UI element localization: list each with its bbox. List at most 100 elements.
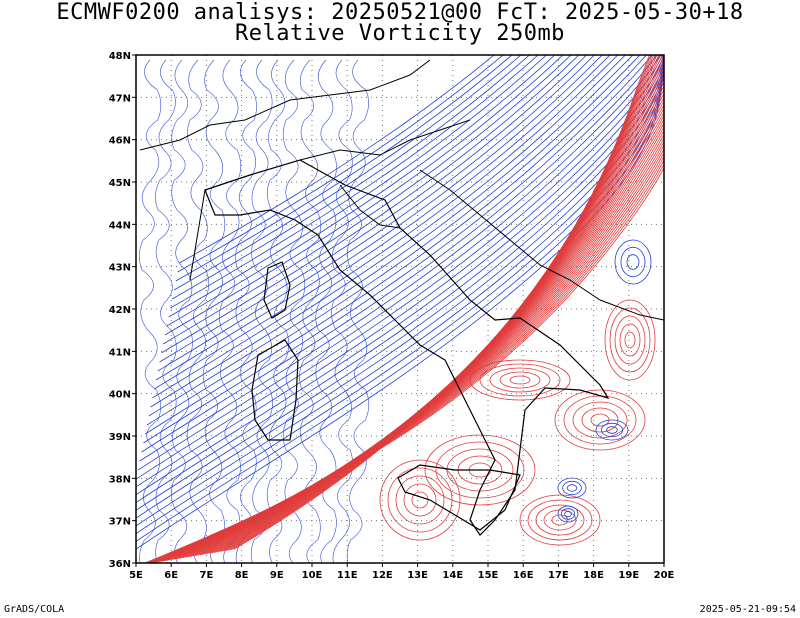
negative-vorticity-contour xyxy=(299,59,322,563)
negative-vorticity-contour xyxy=(595,419,629,441)
positive-vorticity-contour xyxy=(581,407,619,433)
positive-vorticity-contour xyxy=(469,359,571,401)
coastline xyxy=(204,159,610,536)
positive-vorticity-contour xyxy=(379,459,461,541)
lon-label: 14E xyxy=(442,570,463,581)
positive-vorticity-contour xyxy=(216,55,662,553)
negative-vorticity-contour xyxy=(152,55,619,399)
positive-vorticity-contour xyxy=(221,55,658,552)
positive-vorticity-contour xyxy=(411,491,429,509)
vorticity-contours xyxy=(136,55,664,563)
negative-vorticity-contour xyxy=(153,55,611,390)
positive-vorticity-contour xyxy=(435,441,525,499)
generation-timestamp: 2025-05-21-09:54 xyxy=(699,604,796,615)
negative-vorticity-contour xyxy=(137,55,663,471)
negative-vorticity-contour xyxy=(614,239,652,285)
negative-vorticity-contour xyxy=(161,55,580,354)
negative-vorticity-contour xyxy=(600,422,624,438)
lon-label: 16E xyxy=(513,570,534,581)
lat-label: 41N xyxy=(109,347,131,358)
lat-label: 46N xyxy=(109,136,131,147)
negative-vorticity-contour xyxy=(172,55,531,300)
lon-label: 8E xyxy=(235,570,249,581)
coastlines-and-borders xyxy=(139,59,664,536)
lat-label: 38N xyxy=(109,474,131,485)
border-line xyxy=(339,184,401,229)
border-line xyxy=(299,119,471,161)
positive-vorticity-contour xyxy=(403,483,437,517)
negative-vorticity-contour xyxy=(282,59,306,563)
positive-vorticity-contour xyxy=(387,467,453,533)
negative-vorticity-contour xyxy=(144,55,647,435)
lon-label: 10E xyxy=(302,570,323,581)
lon-label: 7E xyxy=(200,570,214,581)
positive-vorticity-contour xyxy=(499,371,541,389)
positive-vorticity-contour xyxy=(554,389,646,451)
lat-label: 47N xyxy=(109,93,131,104)
positive-vorticity-contour xyxy=(230,55,652,551)
negative-vorticity-contour xyxy=(626,254,640,270)
coastline xyxy=(397,464,521,531)
positive-vorticity-contour xyxy=(226,55,655,551)
positive-vorticity-contour xyxy=(572,401,628,439)
border-line xyxy=(189,189,206,281)
negative-vorticity-contour xyxy=(138,59,162,563)
negative-vorticity-contour xyxy=(186,59,210,563)
negative-vorticity-contour xyxy=(150,55,626,408)
negative-vorticity-contour xyxy=(235,59,257,563)
positive-vorticity-contour xyxy=(223,55,656,552)
lon-label: 18E xyxy=(583,570,604,581)
negative-vorticity-contour xyxy=(560,508,576,520)
latitude-labels: 36N 37N 38N 39N 40N 41N 42N 43N 44N 45N 46N 47N 48N xyxy=(109,51,136,570)
negative-vorticity-contour xyxy=(177,55,504,273)
positive-vorticity-contour xyxy=(535,504,585,536)
map-title: ECMWF0200 analisys: 20250521@00 FcT: 202… xyxy=(56,0,744,25)
positive-vorticity-contour xyxy=(614,315,646,365)
negative-vorticity-contour xyxy=(164,55,564,336)
lat-label: 45N xyxy=(109,178,131,189)
positive-vorticity-contour xyxy=(619,323,641,357)
positive-vorticity-contour xyxy=(395,475,445,525)
lon-label: 12E xyxy=(372,570,393,581)
negative-vorticity-contour xyxy=(155,55,603,381)
positive-vorticity-contour xyxy=(211,55,664,554)
negative-vorticity-contour xyxy=(250,59,273,563)
negative-vorticity-contour xyxy=(562,480,582,496)
positive-vorticity-contour xyxy=(489,367,551,393)
border-line xyxy=(419,169,664,321)
lon-label: 11E xyxy=(337,570,358,581)
positive-vorticity-contour xyxy=(519,494,601,546)
negative-vorticity-contour xyxy=(168,55,548,318)
negative-vorticity-contour xyxy=(136,55,664,488)
positive-vorticity-contour xyxy=(424,434,536,506)
lon-label: 9E xyxy=(270,570,284,581)
positive-vorticity-contour xyxy=(233,55,650,550)
positive-vorticity-contour xyxy=(604,299,656,381)
negative-vorticity-contour xyxy=(566,484,578,492)
positive-vorticity-contour xyxy=(527,499,593,541)
coastline xyxy=(251,339,299,441)
negative-vorticity-contour xyxy=(179,55,495,264)
lon-label: 6E xyxy=(164,570,178,581)
lat-label: 43N xyxy=(109,263,131,274)
positive-vorticity-contour xyxy=(509,375,531,385)
lat-label: 42N xyxy=(109,305,131,316)
negative-vorticity-contour xyxy=(148,55,634,417)
lat-label: 39N xyxy=(109,432,131,443)
negative-vorticity-contour xyxy=(620,246,646,278)
negative-vorticity-contour xyxy=(218,59,242,563)
lat-label: 44N xyxy=(109,220,131,231)
map-subtitle: Relative Vorticity 250mb xyxy=(235,21,565,46)
longitude-labels: 5E 6E 7E 8E 9E 10E 11E 12E 13E 14E 15E 16E 17E 18E 19E… xyxy=(129,563,675,581)
graticule xyxy=(136,55,664,563)
negative-vorticity-contour xyxy=(173,55,522,291)
negative-vorticity-contour xyxy=(175,55,513,282)
lon-label: 17E xyxy=(548,570,569,581)
lat-label: 37N xyxy=(109,517,131,528)
lon-label: 5E xyxy=(129,570,143,581)
negative-vorticity-contour xyxy=(331,59,354,563)
positive-vorticity-contour xyxy=(214,55,664,553)
lon-label: 19E xyxy=(618,570,639,581)
negative-vorticity-contour xyxy=(606,426,618,434)
